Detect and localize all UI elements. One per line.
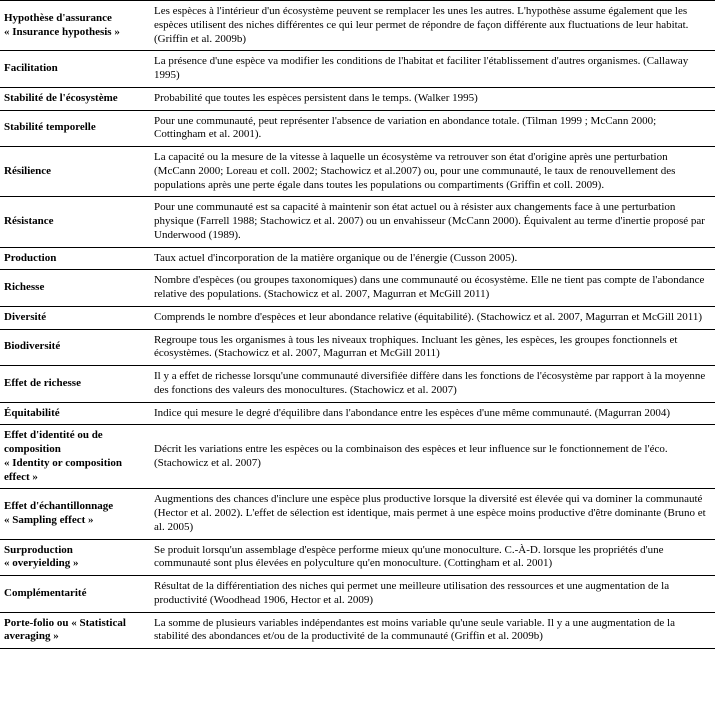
term-cell: Effet d'identité ou de composition« Iden… bbox=[0, 425, 150, 489]
term-label: Équitabilité bbox=[4, 407, 60, 419]
table-row: Hypothèse d'assurance « Insurance hypothe… bbox=[0, 1, 715, 51]
term-cell: Hypothèse d'assurance « Insurance hypothe… bbox=[0, 1, 150, 51]
term-cell: Résistance bbox=[0, 197, 150, 247]
definition-cell: Probabilité que toutes les espèces persi… bbox=[150, 87, 715, 110]
definitions-table: Hypothèse d'assurance « Insurance hypothe… bbox=[0, 0, 715, 649]
term-sublabel: « Insurance hypothesis » bbox=[4, 26, 144, 40]
table-row: Résilience La capacité ou la mesure de la… bbox=[0, 147, 715, 197]
table-row: Richesse Nombre d'espèces (ou groupes tax… bbox=[0, 270, 715, 307]
term-cell: Production bbox=[0, 247, 150, 270]
definition-cell: Comprends le nombre d'espèces et leur ab… bbox=[150, 306, 715, 329]
term-label: Résilience bbox=[4, 165, 51, 177]
term-cell: Complémentarité bbox=[0, 576, 150, 613]
table-row: Biodiversité Regroupe tous les organismes… bbox=[0, 329, 715, 366]
term-label: Biodiversité bbox=[4, 340, 60, 352]
definition-cell: Taux actuel d'incorporation de la matièr… bbox=[150, 247, 715, 270]
term-label: Porte-folio ou « Statistical averaging » bbox=[4, 617, 126, 643]
definition-cell: Résultat de la différentiation des niche… bbox=[150, 576, 715, 613]
term-label: Stabilité de l'écosystème bbox=[4, 92, 118, 104]
term-label: Richesse bbox=[4, 281, 44, 293]
table-row: Stabilité de l'écosystème Probabilité que… bbox=[0, 87, 715, 110]
definition-cell: Pour une communauté, peut représenter l'… bbox=[150, 110, 715, 147]
definition-cell: Regroupe tous les organismes à tous les … bbox=[150, 329, 715, 366]
term-label: Effet d'échantillonnage bbox=[4, 500, 113, 512]
definition-cell: La présence d'une espèce va modifier les… bbox=[150, 51, 715, 88]
term-cell: Stabilité de l'écosystème bbox=[0, 87, 150, 110]
term-sublabel: « overyielding » bbox=[4, 557, 144, 571]
term-label: Effet d'identité ou de composition bbox=[4, 429, 103, 455]
definition-cell: Se produit lorsqu'un assemblage d'espèce… bbox=[150, 539, 715, 576]
term-cell: Effet de richesse bbox=[0, 366, 150, 403]
term-label: Complémentarité bbox=[4, 587, 86, 599]
table-row: Surproduction« overyielding »Se produit … bbox=[0, 539, 715, 576]
table-row: Production Taux actuel d'incorporation de… bbox=[0, 247, 715, 270]
definition-cell: La capacité ou la mesure de la vitesse à… bbox=[150, 147, 715, 197]
definition-cell: Indice qui mesure le degré d'équilibre d… bbox=[150, 402, 715, 425]
term-sublabel: « Sampling effect » bbox=[4, 514, 144, 528]
term-cell: Biodiversité bbox=[0, 329, 150, 366]
term-cell: Stabilité temporelle bbox=[0, 110, 150, 147]
table-row: Effet d'identité ou de composition« Iden… bbox=[0, 425, 715, 489]
table-row: Facilitation La présence d'une espèce va … bbox=[0, 51, 715, 88]
definition-cell: La somme de plusieurs variables indépend… bbox=[150, 612, 715, 649]
term-cell: Porte-folio ou « Statistical averaging » bbox=[0, 612, 150, 649]
definition-cell: Nombre d'espèces (ou groupes taxonomique… bbox=[150, 270, 715, 307]
term-sublabel: « Identity or composition effect » bbox=[4, 457, 144, 485]
definition-cell: Les espèces à l'intérieur d'un écosystèm… bbox=[150, 1, 715, 51]
term-label: Résistance bbox=[4, 215, 54, 227]
term-cell: Effet d'échantillonnage « Sampling effect… bbox=[0, 489, 150, 539]
term-cell: Surproduction« overyielding » bbox=[0, 539, 150, 576]
term-cell: Résilience bbox=[0, 147, 150, 197]
term-label: Surproduction bbox=[4, 544, 73, 556]
term-cell: Équitabilité bbox=[0, 402, 150, 425]
table-row: Complémentarité Résultat de la différenti… bbox=[0, 576, 715, 613]
definition-cell: Décrit les variations entre les espèces … bbox=[150, 425, 715, 489]
table-row: Résistance Pour une communauté est sa cap… bbox=[0, 197, 715, 247]
term-label: Facilitation bbox=[4, 62, 58, 74]
table-row: Porte-folio ou « Statistical averaging »… bbox=[0, 612, 715, 649]
term-label: Production bbox=[4, 252, 56, 264]
term-label: Effet de richesse bbox=[4, 377, 81, 389]
table-row: Effet de richesse Il y a effet de richess… bbox=[0, 366, 715, 403]
term-cell: Richesse bbox=[0, 270, 150, 307]
table-row: Diversité Comprends le nombre d'espèces e… bbox=[0, 306, 715, 329]
table-row: Équitabilité Indice qui mesure le degré d… bbox=[0, 402, 715, 425]
term-cell: Facilitation bbox=[0, 51, 150, 88]
table-row: Effet d'échantillonnage « Sampling effect… bbox=[0, 489, 715, 539]
table-row: Stabilité temporelle Pour une communauté,… bbox=[0, 110, 715, 147]
term-cell: Diversité bbox=[0, 306, 150, 329]
term-label: Stabilité temporelle bbox=[4, 121, 96, 133]
definition-cell: Augmentions des chances d'inclure une es… bbox=[150, 489, 715, 539]
definition-cell: Il y a effet de richesse lorsqu'une comm… bbox=[150, 366, 715, 403]
definition-cell: Pour une communauté est sa capacité à ma… bbox=[150, 197, 715, 247]
term-label: Hypothèse d'assurance bbox=[4, 12, 112, 24]
term-label: Diversité bbox=[4, 311, 46, 323]
